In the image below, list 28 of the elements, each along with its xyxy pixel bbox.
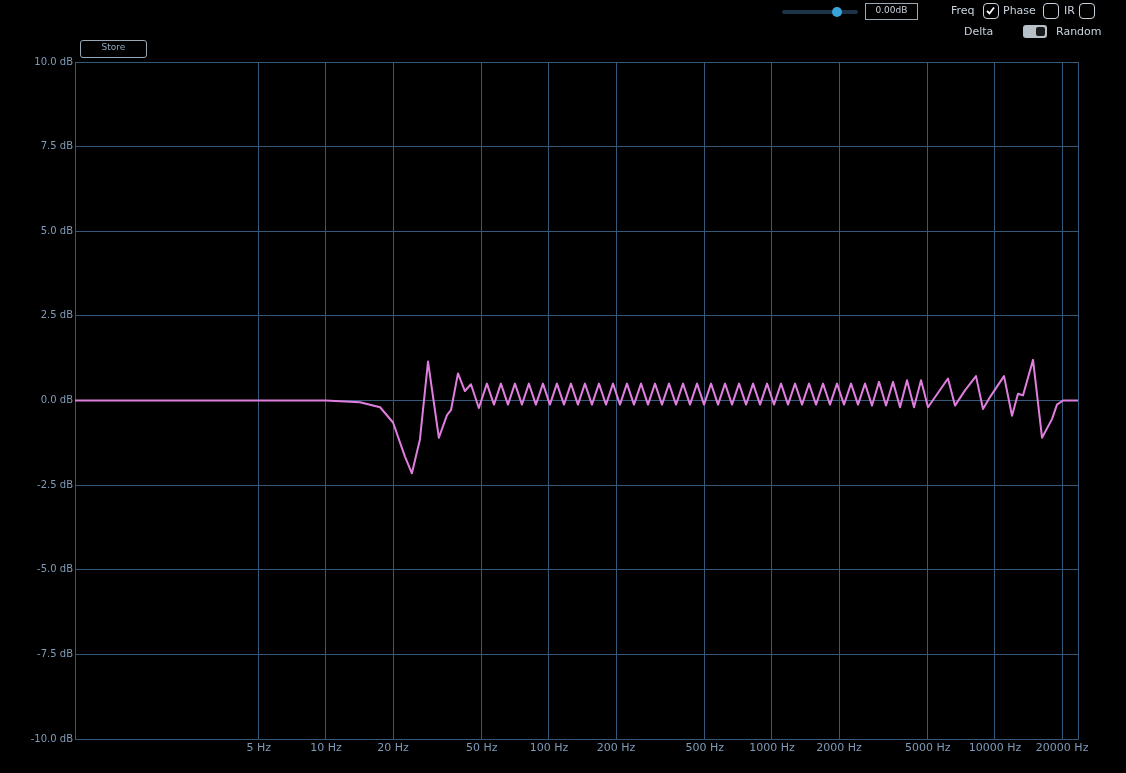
y-tick-label: 10.0 dB	[34, 55, 74, 67]
y-tick-label: -10.0 dB	[30, 732, 74, 744]
x-tick-label: 10000 Hz	[968, 741, 1022, 755]
y-tick-label: 5.0 dB	[40, 224, 74, 236]
y-tick-label: 2.5 dB	[40, 309, 74, 321]
text: 0.00dB	[874, 5, 909, 15]
x-tick-label: 10 Hz	[310, 741, 342, 755]
text: Random	[1056, 25, 1102, 38]
x-tick-label: 100 Hz	[529, 741, 569, 755]
text: Phase	[1003, 4, 1036, 17]
x-tick-label: 50 Hz	[466, 741, 498, 755]
y-tick-label: -5.0 dB	[37, 563, 74, 575]
x-tick-label: 200 Hz	[596, 741, 636, 755]
x-tick-label: 500 Hz	[685, 741, 725, 755]
x-tick-label: 20000 Hz	[1035, 741, 1089, 755]
x-tick-label: 1000 Hz	[749, 741, 795, 755]
x-tick-label: 5 Hz	[246, 741, 272, 755]
text: Delta	[964, 25, 994, 38]
text: Freq	[951, 4, 975, 17]
x-tick-label: 20 Hz	[377, 741, 410, 755]
y-tick-label: -2.5 dB	[37, 478, 74, 490]
text: IR	[1064, 4, 1075, 17]
y-tick-label: 0.0 dB	[40, 394, 74, 406]
text: Store	[100, 42, 127, 52]
x-tick-label: 5000 Hz	[905, 741, 951, 755]
y-tick-label: -7.5 dB	[37, 647, 74, 659]
x-tick-label: 2000 Hz	[816, 741, 863, 755]
y-tick-label: 7.5 dB	[40, 140, 74, 152]
